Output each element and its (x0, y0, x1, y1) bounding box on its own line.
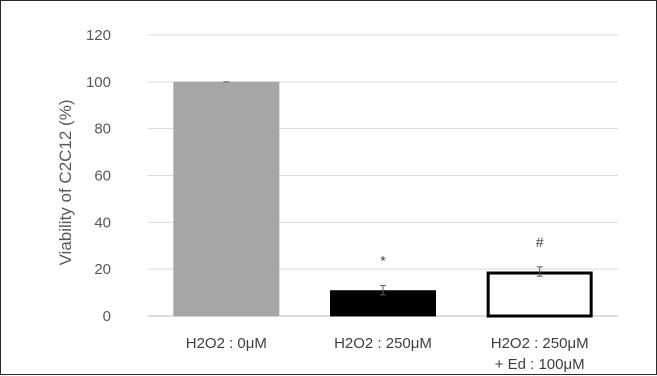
significance-mark: * (380, 253, 386, 269)
y-tick-label: 120 (86, 27, 111, 44)
category-label: H2O2 : 250μM (491, 335, 589, 352)
y-tick-label: 40 (94, 214, 111, 231)
significance-annotations: *# (380, 234, 543, 269)
y-tick-labels: 0 20 40 60 80 100 120 (86, 27, 111, 325)
bar (173, 81, 280, 317)
significance-mark: # (536, 234, 544, 250)
bars (173, 81, 593, 318)
category-labels: H2O2 : 0μM H2O2 : 250μM H2O2 : 250μM + Ed :… (186, 335, 589, 373)
category-label: H2O2 : 250μM (334, 335, 432, 352)
y-tick-label: 60 (94, 168, 111, 185)
y-tick-label: 100 (86, 74, 111, 91)
category-label: H2O2 : 0μM (186, 335, 267, 352)
error-bar (380, 285, 386, 296)
category-label: + Ed : 100μM (495, 356, 585, 373)
error-bars (223, 81, 543, 296)
y-tick-label: 0 (103, 308, 111, 325)
bar (486, 271, 593, 318)
y-axis-label: Viability of C2C12 (%) (56, 100, 75, 266)
y-tick-label: 20 (94, 261, 111, 278)
error-bar (536, 266, 543, 277)
y-tick-label: 80 (94, 121, 111, 138)
